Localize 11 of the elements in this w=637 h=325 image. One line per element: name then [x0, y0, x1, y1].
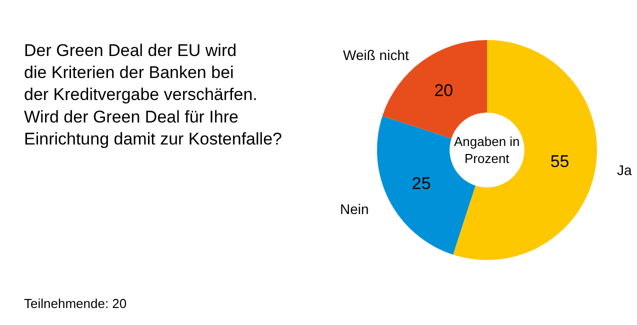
- text: Der Green Deal der EU wird die Kriterien der Banken bei der Kreditvergabe verschärfen. Wird der Green Deal für Ihre Einrichtung damit zur Kostenfalle?: [24, 41, 282, 148]
- data-label: 55: [550, 152, 570, 172]
- slice-label: Ja: [617, 162, 632, 178]
- slice-label: Nein: [340, 201, 369, 217]
- data-label: 20: [434, 80, 454, 100]
- slice-label: Weiß nicht: [343, 47, 409, 63]
- data-label: 25: [412, 174, 431, 193]
- donut-slice: [382, 40, 487, 138]
- text: Angaben in Prozent: [454, 134, 520, 166]
- donut-slice: [453, 40, 597, 260]
- text: Teilnehmende: 20: [24, 296, 127, 311]
